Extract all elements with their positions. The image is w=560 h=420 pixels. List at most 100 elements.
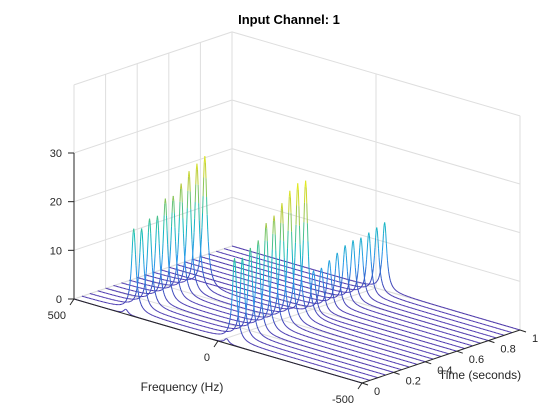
trace-segment bbox=[388, 275, 391, 279]
trace-segment bbox=[378, 272, 381, 276]
trace-segment bbox=[351, 242, 353, 251]
trace-segment bbox=[374, 288, 377, 291]
trace-segment bbox=[323, 287, 325, 294]
trace-segment bbox=[365, 285, 367, 288]
trace-segment bbox=[382, 285, 385, 288]
trace-segment bbox=[311, 272, 314, 278]
trace-segment bbox=[364, 266, 367, 273]
trace-segment bbox=[363, 300, 365, 302]
trace-segment bbox=[320, 267, 323, 271]
trace-segment bbox=[343, 300, 345, 303]
trace-segment bbox=[373, 284, 376, 287]
trace-segment bbox=[306, 305, 308, 308]
trace-segment bbox=[329, 310, 332, 312]
trace-segment bbox=[324, 290, 327, 294]
trace-segment bbox=[367, 284, 370, 286]
trace-t-1 bbox=[231, 222, 521, 331]
trace-segment bbox=[358, 247, 361, 256]
trace-segment bbox=[346, 271, 349, 279]
trace-segment bbox=[354, 284, 357, 287]
trace-segment bbox=[329, 268, 332, 276]
trace-segment bbox=[392, 287, 395, 289]
trace-segment bbox=[337, 307, 339, 309]
trace-segment bbox=[372, 278, 374, 283]
trace-segment bbox=[346, 289, 348, 291]
trace-segment bbox=[353, 243, 355, 251]
trace-segment bbox=[321, 270, 324, 276]
trace-segment bbox=[345, 291, 347, 293]
trace-segment bbox=[333, 275, 336, 282]
trace-segment bbox=[326, 304, 328, 307]
trace-segment bbox=[362, 283, 364, 286]
trace-segment bbox=[387, 266, 390, 272]
trace-segment bbox=[321, 312, 323, 314]
back-wall-grid-z-line bbox=[231, 99, 521, 185]
trace-segment bbox=[376, 279, 379, 282]
trace-segment bbox=[327, 308, 330, 310]
trace-segment bbox=[322, 299, 324, 302]
trace-segment bbox=[325, 302, 328, 305]
trace-segment bbox=[355, 282, 357, 285]
trace-segment bbox=[382, 283, 384, 286]
trace-segment bbox=[378, 257, 381, 265]
trace-segment bbox=[331, 288, 334, 293]
trace-segment bbox=[309, 293, 312, 298]
trace-segment bbox=[386, 291, 389, 294]
trace-segment bbox=[344, 245, 347, 249]
trace-segment bbox=[368, 283, 370, 285]
trace-segment bbox=[366, 251, 368, 260]
trace-segment bbox=[344, 302, 346, 305]
trace-segment bbox=[318, 286, 320, 292]
trace-segment bbox=[317, 291, 320, 296]
trace-segment bbox=[385, 243, 388, 254]
trace-segment bbox=[338, 290, 341, 293]
trace-segment bbox=[381, 281, 383, 284]
trace-segment bbox=[383, 286, 385, 289]
trace-segment bbox=[333, 281, 335, 287]
trace-segment bbox=[329, 296, 332, 299]
trace-segment bbox=[346, 304, 348, 307]
trace-segment bbox=[381, 242, 384, 252]
trace-segment bbox=[393, 287, 395, 290]
trace-segment bbox=[353, 288, 355, 291]
trace-segment bbox=[366, 242, 369, 252]
trace-segment bbox=[379, 270, 382, 276]
trace-segment bbox=[314, 303, 316, 305]
back-wall-grid-z-line bbox=[231, 148, 521, 234]
trace-segment bbox=[386, 291, 388, 293]
trace-segment bbox=[322, 275, 324, 282]
trace-segment bbox=[385, 233, 387, 244]
trace-segment bbox=[337, 255, 339, 263]
trace-t-0_9 bbox=[216, 232, 505, 336]
trace-segment bbox=[305, 306, 307, 308]
trace-segment bbox=[314, 278, 316, 285]
trace-segment bbox=[344, 303, 347, 305]
trace-segment bbox=[370, 252, 372, 262]
trace-segment bbox=[351, 297, 353, 299]
trace-segment bbox=[318, 280, 321, 287]
trace-segment bbox=[366, 291, 369, 294]
trace-segment bbox=[315, 301, 317, 303]
trace-segment bbox=[310, 283, 313, 290]
trace-segment bbox=[320, 310, 322, 313]
trace-segment bbox=[313, 270, 315, 273]
trace-segment bbox=[347, 285, 349, 288]
trace-segment bbox=[361, 299, 364, 301]
trace-segment bbox=[363, 272, 365, 278]
trace-segment bbox=[337, 306, 339, 308]
trace-segment bbox=[347, 278, 350, 284]
trace-segment bbox=[342, 254, 345, 263]
trace-segment bbox=[328, 308, 330, 311]
trace-segment bbox=[370, 278, 373, 281]
trace-segment bbox=[383, 288, 386, 290]
trace-segment bbox=[376, 227, 378, 231]
trace-segment bbox=[380, 275, 382, 279]
trace-segment bbox=[311, 277, 313, 284]
trace-segment bbox=[368, 235, 371, 244]
trace-segment bbox=[331, 294, 333, 296]
trace-segment bbox=[338, 292, 340, 294]
trace-segment bbox=[382, 233, 384, 243]
trace-segment bbox=[371, 268, 373, 275]
trace-segment bbox=[362, 265, 365, 273]
trace-segment bbox=[338, 269, 341, 278]
